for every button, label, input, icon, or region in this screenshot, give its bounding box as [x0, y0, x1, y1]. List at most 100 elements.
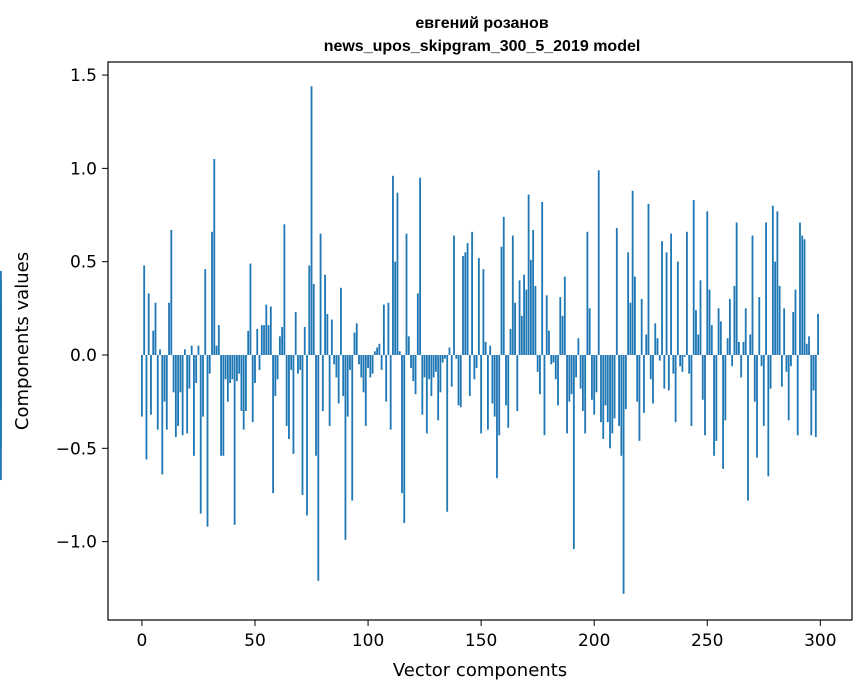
bar-155	[491, 355, 494, 404]
bar-94	[353, 332, 356, 355]
bar-95	[355, 323, 358, 355]
bar-156	[493, 355, 496, 417]
bar-289	[794, 289, 797, 355]
bar-261	[731, 355, 734, 367]
bar-280	[774, 261, 777, 355]
bar-282	[778, 285, 781, 355]
bar-43	[238, 355, 241, 374]
bar-103	[373, 351, 376, 355]
bar-50	[254, 355, 256, 383]
bar-263	[735, 222, 738, 355]
bar-93	[351, 355, 354, 501]
bar-36	[222, 355, 225, 456]
bar-212	[620, 355, 623, 456]
bar-276	[765, 222, 767, 355]
bar-223	[645, 334, 648, 355]
bar-179	[545, 295, 548, 355]
bar-193	[577, 338, 580, 355]
bar-200	[593, 355, 596, 415]
bar-31	[211, 231, 213, 355]
bar-215	[627, 252, 630, 355]
bar-251	[708, 289, 711, 355]
bar-234	[670, 233, 672, 355]
bar-288	[792, 312, 795, 355]
bar-281	[776, 211, 779, 355]
bar-81	[324, 274, 326, 355]
bar-265	[740, 355, 743, 378]
bar-151	[482, 269, 485, 355]
bar-247	[699, 280, 702, 355]
bar-279	[771, 205, 774, 355]
bar-91	[346, 355, 349, 417]
bar-255	[717, 308, 720, 355]
bar-152	[484, 341, 487, 355]
bar-10	[163, 355, 166, 402]
bar-201	[595, 355, 598, 393]
bar-231	[663, 355, 666, 389]
bar-238	[679, 355, 682, 367]
bar-136	[448, 347, 451, 355]
bar-291	[799, 222, 801, 355]
bar-104	[376, 347, 379, 355]
bar-271	[753, 355, 756, 402]
bar-70	[299, 355, 302, 370]
bar-206	[606, 355, 609, 423]
bar-101	[369, 355, 372, 378]
bar-218	[634, 276, 636, 355]
bar-236	[674, 355, 677, 423]
bar-195	[581, 355, 584, 411]
bar-242	[688, 355, 691, 374]
bar-25	[197, 345, 200, 355]
bar-225	[649, 355, 652, 380]
bar-250	[706, 211, 709, 355]
bar-139	[455, 355, 458, 359]
bar-171	[527, 194, 530, 355]
bar-12	[168, 302, 170, 355]
bar-68	[294, 312, 297, 355]
bar-49	[251, 355, 254, 423]
bar-292	[801, 235, 804, 355]
bar-115	[401, 355, 403, 494]
bar-176	[539, 355, 541, 395]
bar-299	[817, 313, 819, 355]
bar-158	[498, 355, 501, 436]
bar-198	[588, 308, 591, 355]
bar-141	[459, 355, 462, 408]
bar-239	[681, 355, 684, 372]
bar-254	[715, 355, 718, 441]
bar-20	[186, 355, 189, 434]
bar-33	[215, 345, 218, 355]
bar-86	[335, 355, 338, 378]
bar-112	[394, 261, 397, 355]
bar-6	[154, 302, 157, 355]
bar-80	[321, 355, 324, 411]
bar-163	[509, 328, 512, 355]
bar-209	[613, 355, 616, 419]
bar-222	[643, 355, 645, 413]
bar-248	[701, 355, 704, 400]
bar-264	[738, 341, 740, 355]
bar-116	[403, 355, 406, 523]
bar-132	[439, 355, 442, 393]
bar-169	[523, 274, 525, 355]
x-tick-label: 250	[691, 631, 723, 651]
bar-92	[349, 355, 351, 370]
bar-54	[263, 325, 265, 355]
bar-118	[407, 336, 410, 355]
bar-0	[141, 355, 143, 417]
bar-210	[615, 228, 618, 355]
bar-63	[283, 224, 286, 355]
bar-270	[751, 235, 754, 355]
bar-207	[609, 355, 611, 449]
bar-258	[724, 355, 727, 421]
x-tick-label: 300	[804, 631, 836, 651]
bar-187	[563, 276, 566, 355]
bar-188	[566, 355, 568, 434]
bar-57	[269, 306, 272, 355]
bar-204	[602, 355, 605, 439]
bar-17	[179, 355, 182, 393]
bar-85	[333, 355, 336, 365]
bar-203	[600, 355, 602, 423]
x-tick-label: 0	[137, 631, 148, 651]
bar-145	[468, 355, 471, 397]
